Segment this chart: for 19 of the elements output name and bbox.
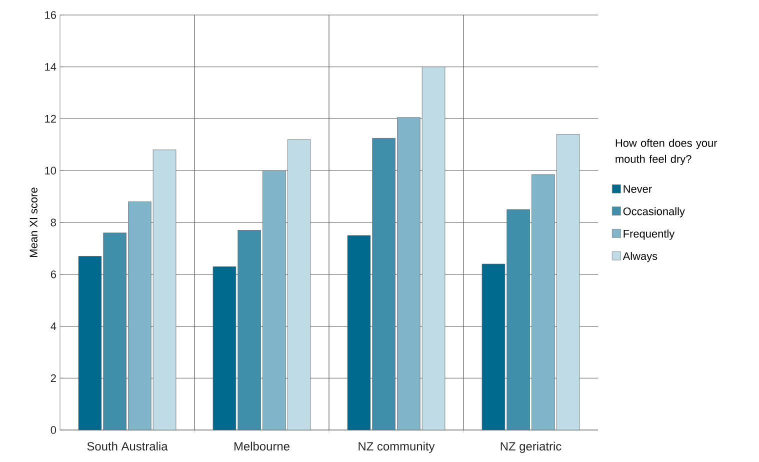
y-tick-label: 14 bbox=[45, 63, 56, 71]
y-tick-label: 4 bbox=[50, 322, 56, 330]
y-axis-title: Mean XI score bbox=[30, 188, 38, 257]
x-tick-label: NZ geriatric bbox=[500, 442, 562, 453]
y-tick-label: 6 bbox=[50, 270, 56, 278]
y-tick-label: 10 bbox=[45, 166, 56, 175]
legend-label: Frequently bbox=[624, 230, 675, 240]
y-tick-label: 8 bbox=[50, 218, 56, 226]
y-tick-label: 2 bbox=[50, 374, 56, 382]
legend-label: Never bbox=[624, 185, 652, 193]
x-tick-label: Melbourne bbox=[234, 442, 290, 451]
y-tick-label: 12 bbox=[45, 114, 56, 123]
y-tick-label: 0 bbox=[50, 426, 56, 434]
legend-label: Occasionally bbox=[623, 207, 685, 218]
y-tick-label: 16 bbox=[45, 11, 56, 19]
x-tick-label: South Australia bbox=[87, 442, 168, 451]
x-tick-label: NZ community bbox=[358, 442, 435, 453]
legend-title: How often does your mouth feel dry? bbox=[616, 138, 718, 166]
legend-label: Always bbox=[622, 252, 658, 262]
